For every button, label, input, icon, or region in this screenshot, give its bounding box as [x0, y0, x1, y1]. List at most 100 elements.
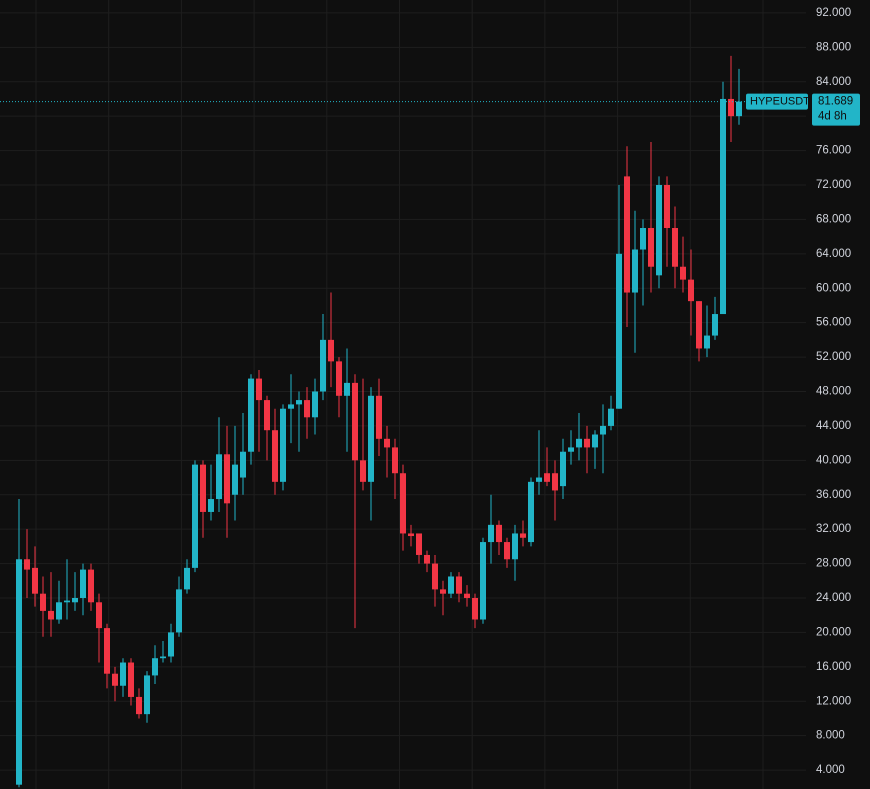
- candle-body: [392, 447, 398, 474]
- y-tick-label: 36.000: [816, 489, 851, 501]
- candle-body: [352, 382, 358, 461]
- candle-body: [552, 473, 558, 491]
- candle-body: [400, 473, 406, 534]
- candle-body: [560, 451, 566, 487]
- candle-body: [624, 176, 630, 293]
- candle-body: [144, 675, 150, 715]
- candle-body: [688, 279, 694, 302]
- candle-body: [704, 335, 710, 349]
- y-tick-label: 24.000: [816, 592, 851, 604]
- candle-body: [528, 481, 534, 543]
- candle-body: [176, 589, 182, 633]
- candle-body: [456, 576, 462, 594]
- candle-body: [48, 610, 54, 620]
- candle-body: [728, 98, 734, 117]
- candle-body: [256, 378, 262, 401]
- candle-body: [160, 656, 166, 659]
- candle-body: [568, 447, 574, 452]
- candle-body: [32, 567, 38, 594]
- last-price-label: 81.689: [818, 96, 853, 108]
- candle-body: [272, 430, 278, 482]
- candle-body: [440, 589, 446, 594]
- candle-body: [672, 228, 678, 267]
- candle-body: [592, 434, 598, 448]
- candle-body: [584, 438, 590, 448]
- y-tick-label: 44.000: [816, 420, 851, 432]
- candle-body: [104, 628, 110, 674]
- candle-body: [344, 382, 350, 396]
- y-tick-label: 28.000: [816, 558, 851, 570]
- candle-body: [696, 301, 702, 349]
- candle-body: [72, 597, 78, 603]
- y-tick-label: 16.000: [816, 661, 851, 673]
- candle-body: [232, 464, 238, 495]
- candle-body: [536, 477, 542, 482]
- candle-body: [488, 524, 494, 543]
- candle-body: [336, 361, 342, 396]
- candle-body: [616, 253, 622, 409]
- y-tick-label: 60.000: [816, 282, 851, 294]
- candle-body: [448, 576, 454, 594]
- candle-body: [360, 460, 366, 482]
- candle-body: [120, 662, 126, 686]
- symbol-label-box: [746, 93, 808, 110]
- candle-body: [320, 339, 326, 392]
- candle-body: [112, 673, 118, 686]
- candle-body: [712, 314, 718, 336]
- candle-body: [312, 391, 318, 418]
- candle-body: [88, 569, 94, 603]
- y-tick-label: 20.000: [816, 626, 851, 638]
- y-tick-label: 92.000: [816, 7, 851, 19]
- candle-body: [576, 438, 582, 448]
- price-label-box: [812, 93, 860, 126]
- candle-body: [656, 184, 662, 276]
- candle-body: [720, 98, 726, 315]
- candle-body: [240, 451, 246, 478]
- candle-body: [472, 597, 478, 620]
- y-tick-label: 12.000: [816, 695, 851, 707]
- candle-body: [432, 563, 438, 590]
- candle-body: [304, 400, 310, 418]
- y-tick-label: 32.000: [816, 523, 851, 535]
- candle-body: [608, 408, 614, 426]
- candle-body: [192, 464, 198, 568]
- candle-body: [288, 404, 294, 409]
- candle-body: [384, 438, 390, 448]
- candle-body: [16, 559, 22, 785]
- candle-body: [264, 400, 270, 431]
- candle-body: [168, 632, 174, 657]
- candle-body: [680, 266, 686, 280]
- candle-body: [248, 378, 254, 452]
- candle-body: [504, 542, 510, 560]
- candle-body: [200, 464, 206, 512]
- y-tick-label: 4.000: [816, 764, 845, 776]
- candle-body: [24, 559, 30, 570]
- candle-body: [600, 425, 606, 435]
- candle-body: [368, 395, 374, 482]
- candle-body: [408, 533, 414, 537]
- candle-body: [464, 593, 470, 598]
- candle-body: [56, 602, 62, 620]
- candle-body: [544, 473, 550, 482]
- candle-body: [520, 533, 526, 538]
- candle-body: [208, 499, 214, 512]
- candle-body: [184, 567, 190, 590]
- y-tick-label: 76.000: [816, 145, 851, 157]
- candle-body: [96, 602, 102, 629]
- y-tick-label: 72.000: [816, 179, 851, 191]
- candle-body: [512, 533, 518, 560]
- candle-body: [216, 454, 222, 500]
- candle-body: [376, 395, 382, 439]
- y-tick-label: 48.000: [816, 386, 851, 398]
- y-tick-label: 88.000: [816, 41, 851, 53]
- candle-body: [632, 249, 638, 293]
- candle-body: [64, 600, 70, 603]
- y-tick-label: 8.000: [816, 730, 845, 742]
- candle-body: [416, 533, 422, 555]
- candle-body: [152, 658, 158, 676]
- symbol-label: HYPEUSDT: [750, 96, 810, 108]
- countdown-label: 4d 8h: [818, 111, 847, 123]
- y-tick-label: 68.000: [816, 213, 851, 225]
